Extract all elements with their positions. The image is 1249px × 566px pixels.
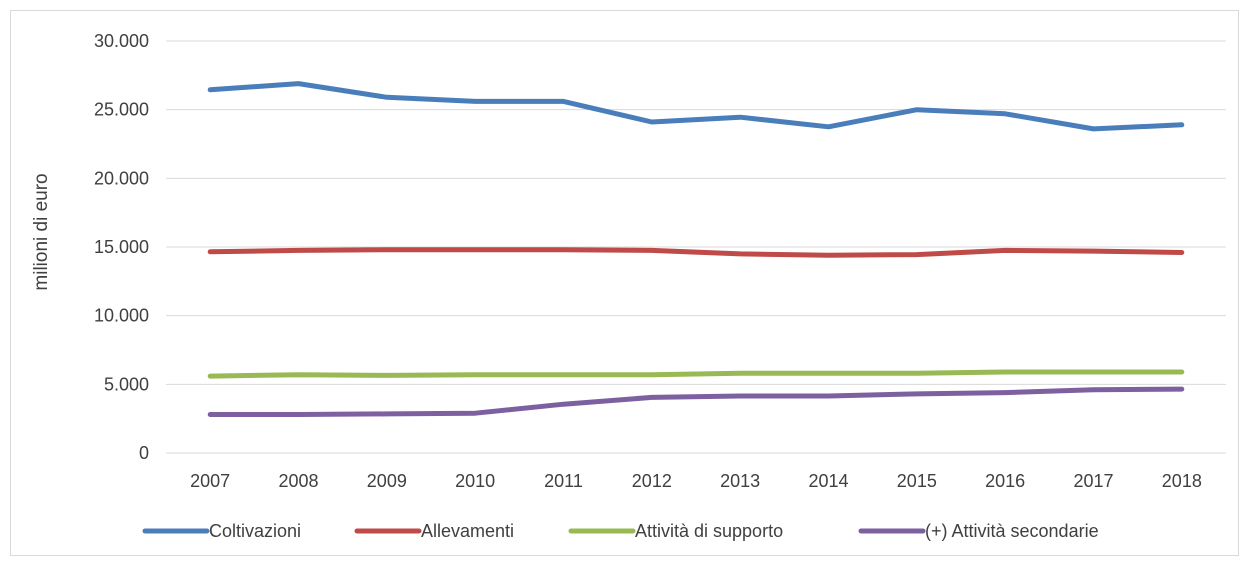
x-tick-label: 2010 (455, 471, 495, 491)
y-tick-label: 5.000 (104, 374, 149, 394)
x-tick-label: 2007 (190, 471, 230, 491)
series-line-1 (207, 81, 1185, 132)
y-axis-ticks: 0 5.000 10.000 15.000 20.000 25.000 30.000 (94, 31, 149, 463)
x-tick-label: 2017 (1073, 471, 1113, 491)
series-line-4 (207, 386, 1185, 417)
y-tick-label: 0 (139, 443, 149, 463)
x-tick-label: 2014 (808, 471, 848, 491)
x-tick-label: 2018 (1162, 471, 1202, 491)
gridlines (166, 40, 1226, 454)
legend: Coltivazioni Allevamenti Attività di suppo… (142, 521, 1099, 541)
x-tick-label: 2012 (632, 471, 672, 491)
chart-container: 0 5.000 10.000 15.000 20.000 25.000 30.000 200… (10, 10, 1239, 556)
y-tick-label: 15.000 (94, 237, 149, 257)
x-axis-ticks: 2007 2008 2009 2010 2011 2012 2013 2014 2015 2016… (190, 471, 1202, 491)
legend-label: (+) Attività secondarie (925, 521, 1099, 541)
y-tick-label: 25.000 (94, 100, 149, 120)
y-axis-title: milioni di euro (31, 173, 52, 290)
x-tick-label: 2011 (544, 471, 583, 491)
x-tick-label: 2009 (367, 471, 407, 491)
x-tick-label: 2008 (278, 471, 318, 491)
series-line-3 (207, 369, 1185, 379)
legend-label: Allevamenti (421, 521, 514, 541)
series-line-2 (207, 247, 1185, 258)
legend-label: Coltivazioni (209, 521, 301, 541)
series-lines (207, 81, 1185, 417)
x-tick-label: 2016 (985, 471, 1025, 491)
y-tick-label: 10.000 (94, 306, 149, 326)
x-tick-label: 2015 (897, 471, 937, 491)
x-tick-label: 2013 (720, 471, 760, 491)
y-tick-label: 20.000 (94, 168, 149, 188)
legend-label: Attività di supporto (635, 521, 783, 541)
y-tick-label: 30.000 (94, 31, 149, 51)
line-chart: 0 5.000 10.000 15.000 20.000 25.000 30.000 200… (31, 31, 1226, 541)
